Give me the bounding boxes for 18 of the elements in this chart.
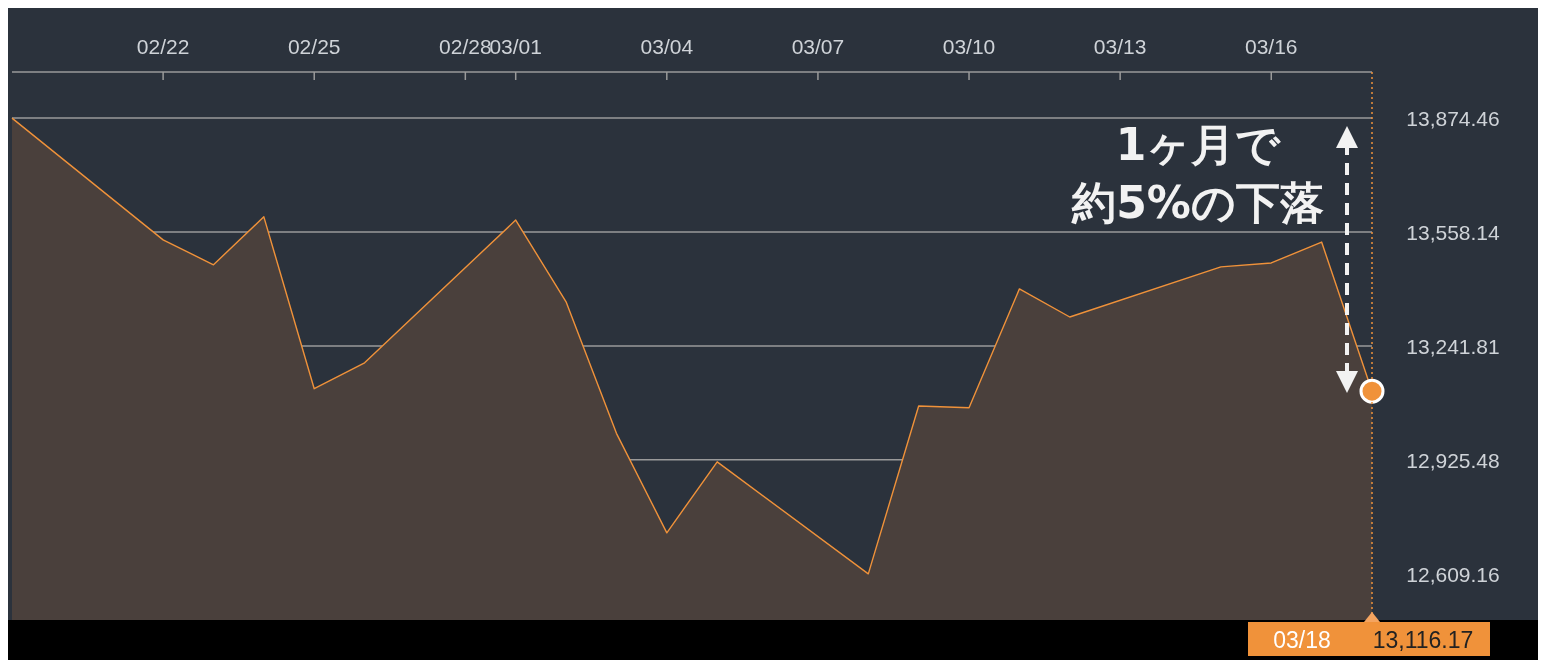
ref-line-label: 03/18: [1273, 627, 1331, 653]
text: 13,116.17: [1372, 627, 1474, 653]
x-tick-label: 03/01: [489, 35, 542, 58]
x-tick-label: 03/16: [1244, 35, 1298, 58]
y-tick-label: 13,558.14: [1406, 220, 1501, 244]
x-tick-label: 03/10: [942, 35, 996, 58]
y-tick-label: 12,925.48: [1406, 448, 1500, 472]
x-tick-label: 02/28: [439, 35, 492, 58]
y-tick-label: 13,874.46: [1406, 106, 1500, 130]
y-tick-label: 13,241.81: [1406, 334, 1500, 358]
x-tick-label: 03/07: [791, 35, 845, 58]
x-tick-label: 03/04: [640, 35, 694, 58]
annotation: 1ヶ月で: [1115, 119, 1282, 170]
y-tick-label: 12,609.16: [1406, 562, 1500, 586]
x-tick-label: 03/13: [1093, 35, 1147, 58]
annotation: 約5%の下落: [1071, 177, 1324, 228]
x-tick-label: 02/25: [287, 35, 341, 58]
x-tick-label: 02/22: [136, 35, 190, 58]
